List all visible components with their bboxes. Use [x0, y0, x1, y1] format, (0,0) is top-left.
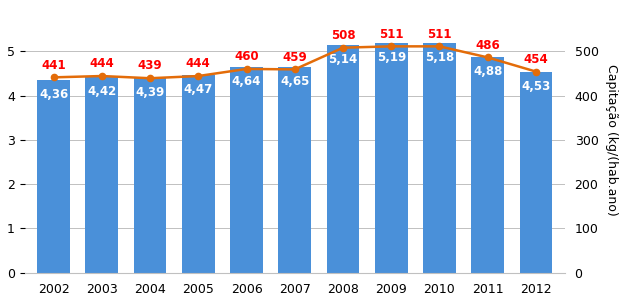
Bar	[182, 75, 215, 273]
Bar	[134, 78, 166, 273]
Bar	[278, 67, 311, 273]
Text: 5,19: 5,19	[377, 51, 406, 64]
Text: 4,53: 4,53	[521, 80, 551, 93]
Text: 441: 441	[41, 58, 66, 72]
Bar	[86, 77, 118, 273]
Text: 459: 459	[282, 51, 307, 64]
Text: 5,18: 5,18	[425, 51, 454, 64]
Bar	[519, 72, 552, 273]
Text: 508: 508	[331, 29, 356, 42]
Text: 511: 511	[428, 28, 452, 41]
Text: 5,14: 5,14	[328, 53, 357, 66]
Text: 444: 444	[186, 57, 211, 70]
Text: 4,36: 4,36	[39, 88, 68, 101]
Bar	[375, 43, 408, 273]
Text: 4,88: 4,88	[473, 65, 502, 78]
Text: 486: 486	[476, 39, 500, 52]
Text: 4,65: 4,65	[280, 75, 309, 88]
Text: 454: 454	[524, 53, 548, 66]
Bar	[38, 80, 70, 273]
Bar	[471, 57, 504, 273]
Text: 4,39: 4,39	[136, 86, 165, 99]
Bar	[230, 67, 263, 273]
Text: 511: 511	[379, 28, 404, 41]
Text: 444: 444	[89, 57, 114, 70]
Text: 4,64: 4,64	[232, 75, 261, 88]
Y-axis label: Capitação (kg/(hab.ano): Capitação (kg/(hab.ano)	[605, 64, 618, 216]
Text: 439: 439	[138, 59, 162, 72]
Bar	[423, 43, 456, 273]
Text: 4,42: 4,42	[88, 85, 116, 98]
Bar	[327, 45, 359, 273]
Text: 4,47: 4,47	[184, 83, 213, 96]
Text: 460: 460	[234, 50, 259, 63]
